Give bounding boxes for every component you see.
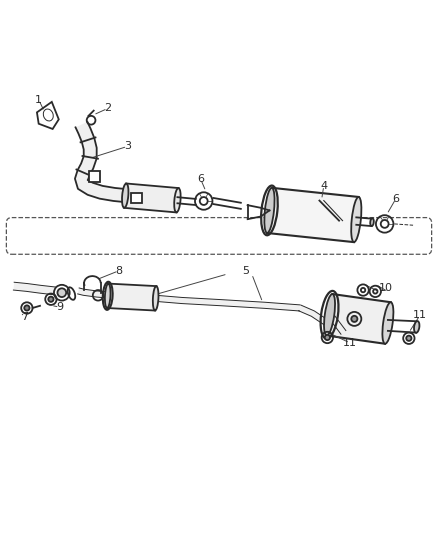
Polygon shape	[267, 188, 359, 242]
Ellipse shape	[153, 286, 159, 311]
Polygon shape	[327, 294, 391, 344]
Text: 2: 2	[104, 103, 111, 114]
Text: 8: 8	[115, 266, 122, 276]
Text: 9: 9	[56, 302, 63, 312]
Ellipse shape	[265, 188, 275, 233]
Ellipse shape	[370, 218, 374, 226]
Polygon shape	[299, 305, 345, 335]
Ellipse shape	[122, 183, 128, 208]
Circle shape	[351, 316, 357, 322]
Polygon shape	[155, 295, 300, 311]
Text: 1: 1	[35, 95, 42, 104]
Text: 11: 11	[413, 310, 427, 320]
Polygon shape	[78, 288, 108, 298]
Polygon shape	[327, 312, 346, 334]
Ellipse shape	[382, 302, 393, 344]
Text: 11: 11	[343, 338, 357, 348]
Polygon shape	[124, 183, 179, 213]
Polygon shape	[107, 284, 156, 311]
Text: 7: 7	[21, 312, 28, 322]
Bar	[89, 171, 100, 182]
Ellipse shape	[414, 321, 420, 333]
Ellipse shape	[324, 294, 335, 336]
Circle shape	[48, 297, 53, 302]
Text: 10: 10	[379, 284, 393, 293]
Ellipse shape	[174, 188, 180, 213]
Text: 5: 5	[242, 266, 249, 276]
Ellipse shape	[351, 197, 361, 242]
Ellipse shape	[105, 284, 110, 308]
Circle shape	[24, 305, 29, 311]
Circle shape	[325, 335, 330, 340]
Circle shape	[57, 288, 66, 297]
Bar	[131, 193, 142, 203]
Circle shape	[406, 336, 411, 341]
Polygon shape	[14, 282, 56, 295]
Polygon shape	[75, 122, 128, 203]
Text: 6: 6	[197, 174, 204, 184]
Text: 3: 3	[124, 141, 131, 151]
Text: 4: 4	[320, 181, 327, 191]
Text: 6: 6	[392, 194, 399, 204]
